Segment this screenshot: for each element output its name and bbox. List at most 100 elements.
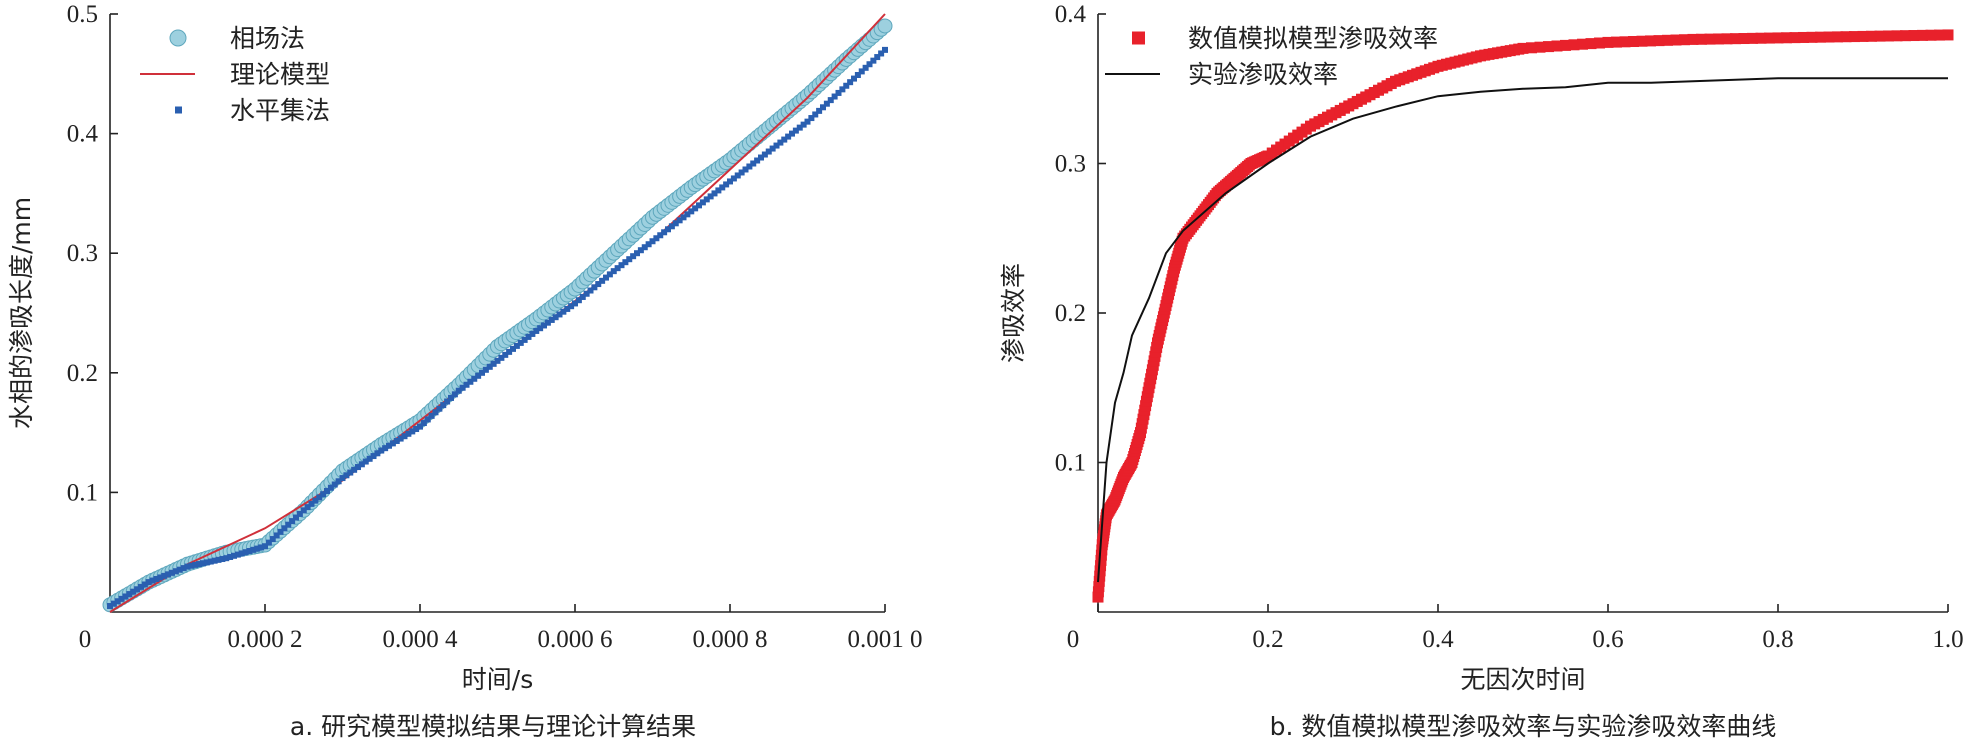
chart-a-point xyxy=(192,561,199,568)
chart-a-point xyxy=(312,497,319,504)
chart-a-point xyxy=(339,475,346,482)
chart-a: 0 0.000 2 0.000 4 0.000 6 0.000 8 0.001 0 0.1 0… xyxy=(7,1,923,694)
chart-a-point xyxy=(169,569,175,576)
chart-a-point xyxy=(781,136,788,143)
chart-a-point xyxy=(200,560,206,567)
chart-a-point xyxy=(513,342,520,349)
chart-a-point xyxy=(223,555,230,562)
chart-a-point xyxy=(355,464,361,471)
chart-a-point xyxy=(436,405,443,412)
chart-b-y-axis-title: 渗吸效率 xyxy=(999,263,1028,363)
chart-a-point xyxy=(742,166,749,173)
chart-a-point xyxy=(351,466,358,473)
chart-a-point xyxy=(455,387,462,394)
chart-a-legend-label: 相场法 xyxy=(230,24,305,53)
chart-a-point xyxy=(254,545,261,552)
chart-b-point xyxy=(1517,42,1529,54)
chart-b-point xyxy=(1849,31,1860,43)
chart-a-point xyxy=(122,593,129,600)
chart-a-point xyxy=(424,416,431,423)
chart-b-point xyxy=(1798,31,1809,43)
chart-a-point xyxy=(107,603,113,610)
chart-a-point xyxy=(397,435,404,442)
chart-a-point xyxy=(858,68,865,75)
chart-a-point xyxy=(130,588,137,595)
chart-b-point xyxy=(1679,34,1690,46)
chart-a-point xyxy=(308,500,315,507)
chart-a-legend-label: 理论模型 xyxy=(230,60,330,89)
chart-a-point xyxy=(730,175,737,182)
chart-b-point xyxy=(1755,32,1767,44)
chart-a-point xyxy=(634,250,640,257)
chart-a-point xyxy=(126,591,133,598)
chart-b-point xyxy=(1534,41,1546,53)
chart-a-point xyxy=(587,287,594,294)
chart-a-point xyxy=(521,336,528,343)
chart-a-point xyxy=(754,157,761,164)
chart-a-point xyxy=(401,433,408,440)
chart-b-point xyxy=(1891,30,1903,42)
chart-a-point xyxy=(746,163,753,170)
chart-a-point xyxy=(719,184,726,191)
chart-a-point xyxy=(696,202,702,209)
chart-b-point xyxy=(1738,33,1750,45)
chart-a-point xyxy=(622,259,629,266)
chart-a-point xyxy=(277,528,284,535)
chart-b-point xyxy=(1602,36,1614,48)
chart-a-point xyxy=(389,440,396,447)
chart-a-point xyxy=(258,544,265,551)
chart-b-point xyxy=(1526,42,1537,54)
chart-a-axes xyxy=(109,13,886,613)
chart-a-point xyxy=(541,322,547,329)
chart-a-point xyxy=(668,223,675,230)
chart-a-legend-key xyxy=(175,106,182,114)
chart-a-point xyxy=(688,208,695,215)
chart-a-point xyxy=(847,79,854,86)
chart-b-x-tick-label: 0.8 xyxy=(1762,626,1793,653)
chart-b-axes xyxy=(1097,13,1949,613)
chart-a-point xyxy=(626,256,633,263)
chart-b-legend-key xyxy=(1132,31,1145,45)
chart-a-point xyxy=(358,461,365,468)
chart-a-point xyxy=(568,303,575,310)
chart-a-point xyxy=(172,568,179,575)
chart-a-point xyxy=(653,235,660,242)
chart-a-point xyxy=(184,563,191,570)
chart-a-point xyxy=(843,82,850,89)
chart-b-series-1 xyxy=(1097,77,1948,583)
chart-a-point xyxy=(808,115,815,122)
chart-b-x-tick-label: 0.2 xyxy=(1252,626,1283,653)
chart-b-series-0 xyxy=(1092,29,1954,603)
chart-a-caption: a. 研究模型模拟结果与理论计算结果 xyxy=(290,712,696,741)
chart-b-point xyxy=(1747,32,1758,44)
chart-a-point xyxy=(281,525,288,532)
chart-b-point xyxy=(1942,29,1954,41)
chart-a-point xyxy=(420,420,427,427)
chart-a-point xyxy=(335,478,342,485)
chart-a-point xyxy=(362,458,369,465)
chart-a-x-tick-label: 0.000 6 xyxy=(538,626,613,653)
chart-a-point xyxy=(560,308,567,315)
chart-a-point xyxy=(296,510,303,517)
chart-a-x-axis-title: 时间/s xyxy=(462,665,533,694)
chart-a-point xyxy=(711,190,718,197)
chart-b-point xyxy=(1551,40,1563,52)
chart-a-point xyxy=(866,61,873,68)
chart-b-point xyxy=(1670,34,1682,46)
chart-b-caption: b. 数值模拟模型渗吸效率与实验渗吸效率曲线 xyxy=(1270,712,1777,741)
chart-b-series-line xyxy=(1097,77,1948,583)
chart-a-point xyxy=(525,333,532,340)
chart-a-point xyxy=(773,142,780,149)
chart-a-point xyxy=(517,339,524,346)
chart-b-point xyxy=(1611,36,1622,48)
chart-a-point xyxy=(614,265,621,272)
chart-b-point xyxy=(1900,30,1911,42)
chart-a-point xyxy=(792,127,799,134)
chart-a-point xyxy=(676,217,683,224)
chart-b-x-tick-label: 0 xyxy=(1067,626,1080,653)
chart-a-point xyxy=(506,348,513,355)
chart-a-point xyxy=(227,553,234,560)
chart-a-point xyxy=(405,430,412,437)
chart-b-point xyxy=(1653,35,1665,47)
